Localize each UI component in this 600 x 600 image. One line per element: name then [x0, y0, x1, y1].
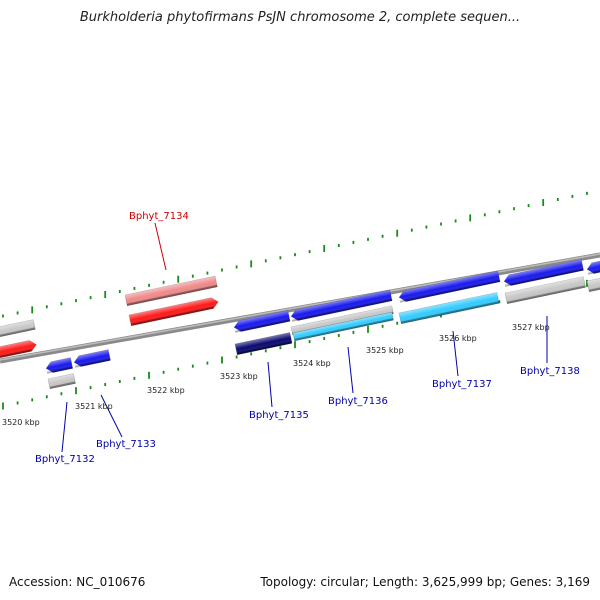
- topology-stats-text: Topology: circular; Length: 3,625,999 bp…: [260, 575, 590, 589]
- kbp-label: 3521 kbp: [75, 402, 113, 411]
- leader-line: [267, 361, 273, 408]
- map-title: Burkholderia phytofirmans PsJN chromosom…: [79, 10, 521, 25]
- gene-label-bphyt-7135[interactable]: Bphyt_7135: [249, 410, 309, 421]
- kbp-label: 3524 kbp: [293, 359, 331, 368]
- gene-bar-gray-7132: [47, 373, 76, 390]
- gene-bar-gray-7138: [504, 276, 586, 305]
- chromosome-backbone: [0, 252, 600, 364]
- gene-label-bphyt-7137[interactable]: Bphyt_7137: [432, 379, 492, 390]
- leader-line: [100, 394, 123, 438]
- gene-label-bphyt-7133[interactable]: Bphyt_7133: [96, 439, 156, 450]
- gene-bar-navy-7135: [234, 332, 293, 356]
- accession-text: Accession: NC_010676: [9, 575, 146, 589]
- gene-label-bphyt-7136[interactable]: Bphyt_7136: [328, 396, 388, 407]
- outer-tick-track: [2, 191, 588, 318]
- gene-label-bphyt-7138[interactable]: Bphyt_7138: [520, 366, 580, 377]
- gene-bar-gray-right: [586, 276, 600, 293]
- kbp-label: 3520 kbp: [2, 418, 40, 427]
- gene-bar-pink: [124, 275, 218, 307]
- gene-bar-blue-7138: [503, 259, 584, 287]
- gene-bar-cyan-7136: [292, 311, 394, 342]
- gene-features: [0, 259, 600, 390]
- gene-bar-blue-7136: [290, 289, 393, 322]
- kbp-ruler-labels: 3520 kbp 3521 kbp 3522 kbp 3523 kbp 3524 kbp…: [2, 323, 550, 427]
- label-leader-lines: [61, 222, 548, 453]
- kbp-label: 3526 kbp: [439, 334, 477, 343]
- gene-bar-blue-7137: [398, 270, 501, 303]
- gene-label-bphyt-7132[interactable]: Bphyt_7132: [35, 454, 95, 465]
- gene-bar-red-left: [0, 340, 37, 359]
- kbp-label: 3527 kbp: [512, 323, 550, 332]
- leader-line: [154, 222, 167, 271]
- gene-bar-blue-7132: [45, 357, 74, 374]
- gene-bar-blue-7133: [73, 349, 111, 368]
- leader-line: [347, 346, 354, 394]
- kbp-label: 3522 kbp: [147, 386, 185, 395]
- gene-bar-blue-right: [586, 259, 600, 275]
- gene-bar-blue-7135: [233, 310, 291, 333]
- kbp-label: 3525 kbp: [366, 346, 404, 355]
- gene-bar-cyan-7137: [398, 292, 500, 325]
- gene-bar-red-7134: [128, 297, 219, 327]
- gene-label-bphyt-7134[interactable]: Bphyt_7134: [129, 211, 189, 222]
- leader-line: [452, 330, 459, 377]
- leader-line: [61, 401, 68, 453]
- kbp-label: 3523 kbp: [220, 372, 258, 381]
- gene-bar-gray-left: [0, 319, 36, 338]
